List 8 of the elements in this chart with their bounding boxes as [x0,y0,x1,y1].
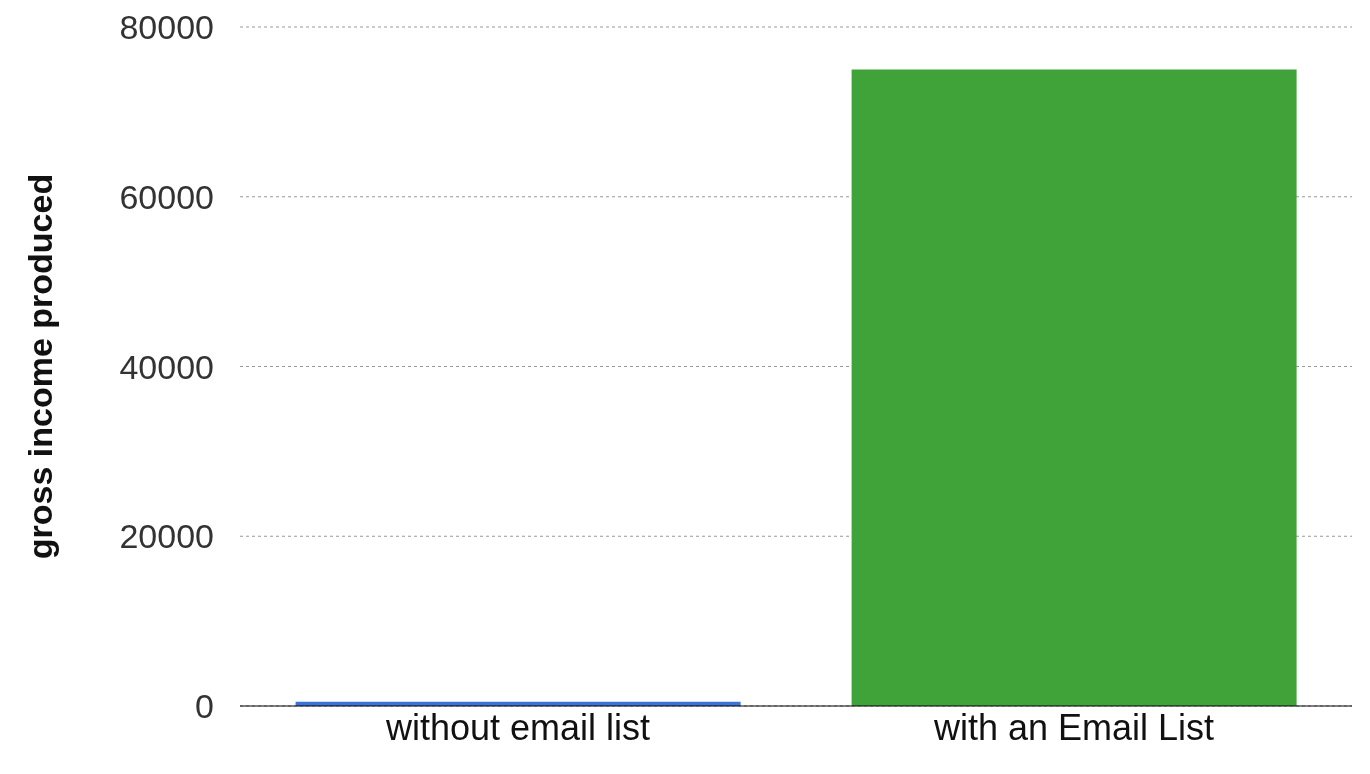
y-tick-label: 0 [195,687,214,726]
x-tick-label: without email list [384,706,651,748]
x-tick-label: with an Email List [932,706,1215,748]
y-tick-label: 40000 [119,347,214,386]
y-tick-label: 60000 [119,177,214,216]
y-axis-title: gross income produced [21,173,60,560]
y-tick-label: 80000 [119,8,214,47]
y-tick-label: 20000 [119,517,214,556]
